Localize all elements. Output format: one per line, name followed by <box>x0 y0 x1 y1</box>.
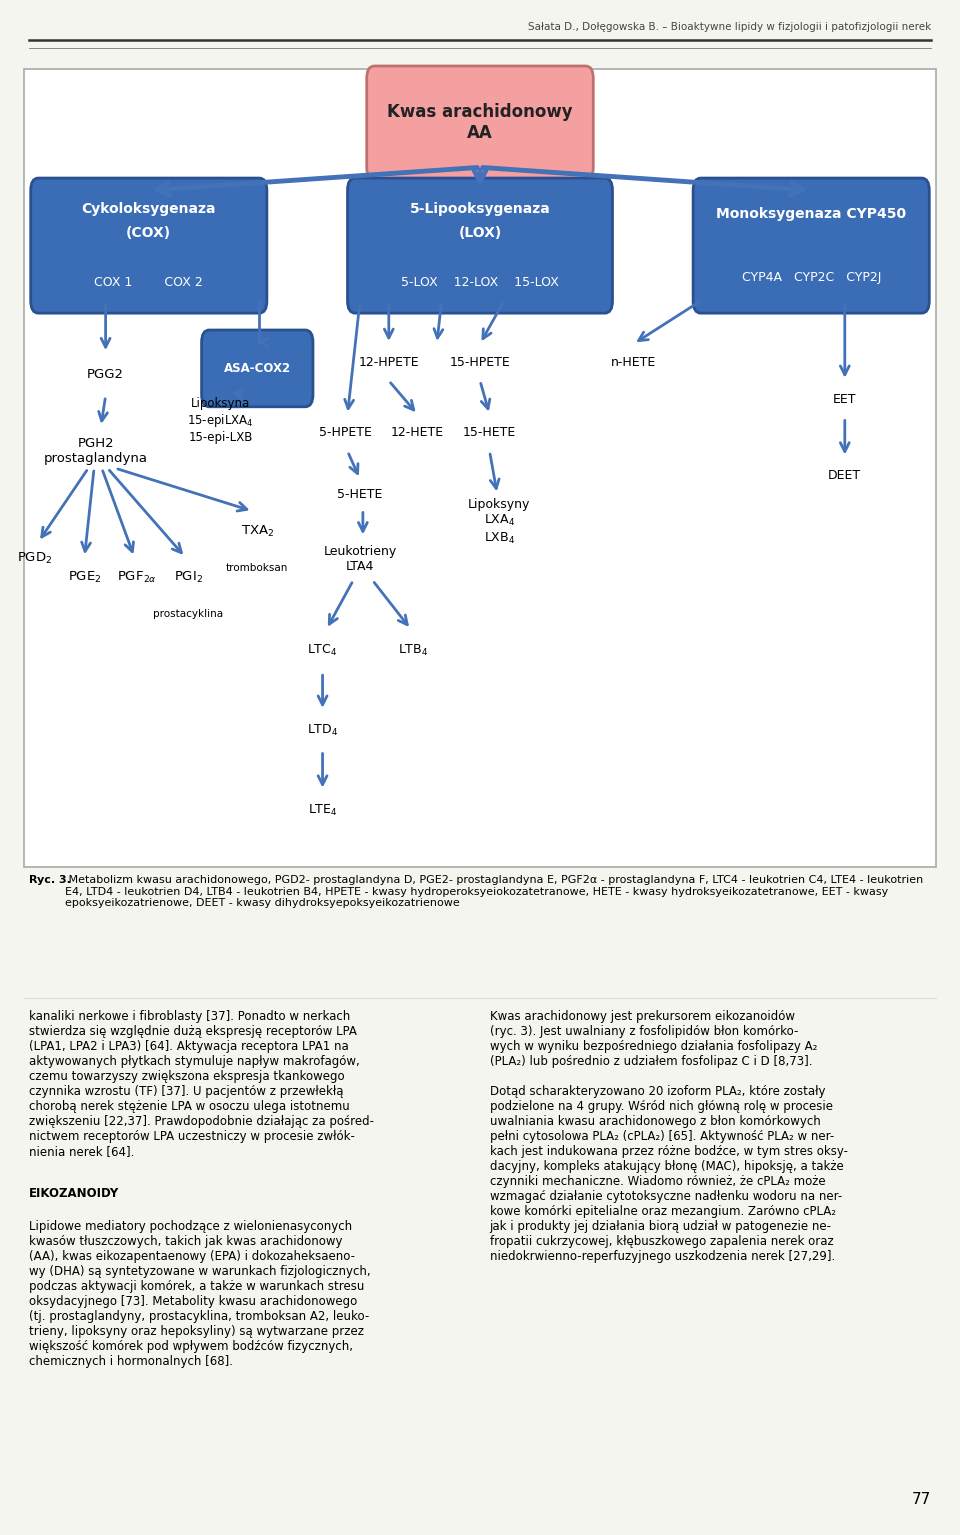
Text: CYP4A   CYP2C   CYP2J: CYP4A CYP2C CYP2J <box>741 270 881 284</box>
Text: PGE$_2$: PGE$_2$ <box>67 569 102 585</box>
Text: 5-HPETE: 5-HPETE <box>319 427 372 439</box>
Text: tromboksan: tromboksan <box>227 563 288 573</box>
Text: Lipoksyny
LXA$_4$
LXB$_4$: Lipoksyny LXA$_4$ LXB$_4$ <box>468 497 530 546</box>
FancyBboxPatch shape <box>693 178 929 313</box>
Text: n-HETE: n-HETE <box>611 356 657 368</box>
Text: 12-HPETE: 12-HPETE <box>358 356 420 368</box>
Text: 12-HETE: 12-HETE <box>391 427 444 439</box>
Text: ASA-COX2: ASA-COX2 <box>224 362 291 375</box>
Text: Ryc. 3.: Ryc. 3. <box>29 875 71 886</box>
Text: 15-HETE: 15-HETE <box>463 427 516 439</box>
FancyBboxPatch shape <box>31 178 267 313</box>
Text: Lipoksyna
15-epiLXA$_4$
15-epi-LXB: Lipoksyna 15-epiLXA$_4$ 15-epi-LXB <box>187 398 254 444</box>
Text: LTB$_4$: LTB$_4$ <box>397 643 428 659</box>
Text: Lipidowe mediatory pochodzące z wielonienasyconych
kwasów tłuszczowych, takich j: Lipidowe mediatory pochodzące z wielonie… <box>29 1220 371 1368</box>
Text: LTE$_4$: LTE$_4$ <box>308 803 337 818</box>
Text: prostacyklina: prostacyklina <box>153 609 224 619</box>
Text: kanaliki nerkowe i fibroblasty [37]. Ponadto w nerkach
stwierdza się względnie d: kanaliki nerkowe i fibroblasty [37]. Pon… <box>29 1010 373 1157</box>
Text: (LOX): (LOX) <box>458 226 502 241</box>
Text: LTC$_4$: LTC$_4$ <box>307 643 338 659</box>
Text: 5-HETE: 5-HETE <box>337 488 383 500</box>
Text: (COX): (COX) <box>126 226 172 241</box>
Text: COX 1        COX 2: COX 1 COX 2 <box>94 276 204 289</box>
Text: PGI$_2$: PGI$_2$ <box>174 569 203 585</box>
Text: EIKOZANOIDY: EIKOZANOIDY <box>29 1187 119 1199</box>
Text: Monoksygenaza CYP450: Monoksygenaza CYP450 <box>716 207 906 221</box>
Text: EET: EET <box>833 393 856 405</box>
Text: Sałata D., Dołęgowska B. – Bioaktywne lipidy w fizjologii i patofizjologii nerek: Sałata D., Dołęgowska B. – Bioaktywne li… <box>528 21 931 32</box>
Text: Kwas arachidonowy
AA: Kwas arachidonowy AA <box>387 103 573 143</box>
Text: 5-Lipooksygenaza: 5-Lipooksygenaza <box>410 201 550 216</box>
Text: 5-LOX    12-LOX    15-LOX: 5-LOX 12-LOX 15-LOX <box>401 276 559 289</box>
Bar <box>24 69 936 867</box>
Text: PGD$_2$: PGD$_2$ <box>17 551 52 566</box>
FancyBboxPatch shape <box>348 178 612 313</box>
Text: PGF$_{2\alpha}$: PGF$_{2\alpha}$ <box>117 569 157 585</box>
Text: PGH2
prostaglandyna: PGH2 prostaglandyna <box>44 437 148 465</box>
FancyBboxPatch shape <box>367 66 593 180</box>
Text: DEET: DEET <box>828 470 861 482</box>
Text: Metabolizm kwasu arachidonowego, PGD2- prostaglandyna D, PGE2- prostaglandyna E,: Metabolizm kwasu arachidonowego, PGD2- p… <box>65 875 924 909</box>
Text: Kwas arachidonowy jest prekursorem eikozanoidów
(ryc. 3). Jest uwalniany z fosfo: Kwas arachidonowy jest prekursorem eikoz… <box>490 1010 848 1263</box>
Text: TXA$_2$: TXA$_2$ <box>241 523 274 539</box>
Text: Leukotrieny
LTA4: Leukotrieny LTA4 <box>324 545 396 573</box>
Text: LTD$_4$: LTD$_4$ <box>307 723 338 738</box>
Text: 77: 77 <box>912 1492 931 1507</box>
FancyBboxPatch shape <box>202 330 313 407</box>
Text: PGG2: PGG2 <box>87 368 124 381</box>
Text: 15-HPETE: 15-HPETE <box>449 356 511 368</box>
Text: Cykoloksygenaza: Cykoloksygenaza <box>82 201 216 216</box>
